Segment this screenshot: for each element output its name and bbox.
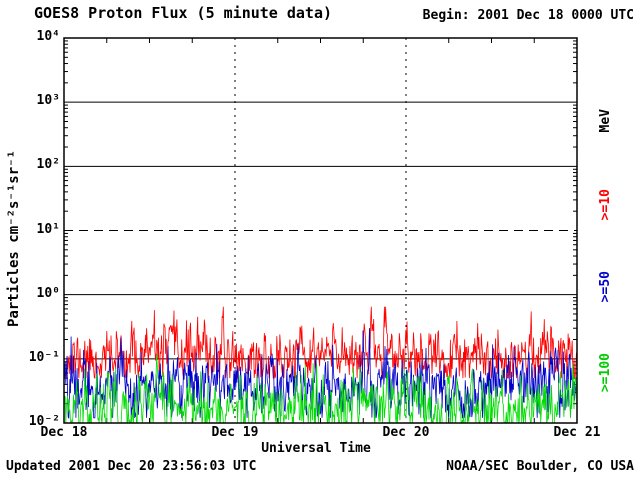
ytick-label: 10² xyxy=(36,157,60,173)
plot-frame xyxy=(63,37,578,424)
ytick-label: 10³ xyxy=(36,93,60,109)
updated-timestamp: Updated 2001 Dec 20 23:56:03 UTC xyxy=(6,459,257,474)
ytick-label: 10⁻² xyxy=(28,414,60,429)
xtick-label: Dec 20 xyxy=(382,425,430,440)
xtick-label: Dec 19 xyxy=(211,425,259,440)
credit-text: NOAA/SEC Boulder, CO USA xyxy=(446,459,634,474)
ytick-label: 10⁻¹ xyxy=(28,349,60,365)
right-axis-label-gte50: >=50 xyxy=(598,271,613,303)
xtick-label: Dec 21 xyxy=(553,425,601,440)
y-axis-label: Particles cm⁻²s⁻¹sr⁻¹ xyxy=(6,150,22,328)
ytick-label: 10⁴ xyxy=(36,29,60,44)
series-line-p_gte_100MeV xyxy=(63,353,578,425)
series-line-p_gte_10MeV xyxy=(63,306,578,380)
right-axis-label-mev: MeV xyxy=(598,109,613,133)
xtick-label: Dec 18 xyxy=(40,425,88,440)
ytick-label: 10¹ xyxy=(36,221,60,237)
x-axis-label: Universal Time xyxy=(261,441,371,456)
begin-timestamp: Begin: 2001 Dec 18 0000 UTC xyxy=(422,8,634,23)
right-axis-label-gte100: >=100 xyxy=(598,353,613,393)
ytick-label: 10⁰ xyxy=(36,285,60,301)
chart-title: GOES8 Proton Flux (5 minute data) xyxy=(34,4,333,22)
right-axis-label-gte10: >=10 xyxy=(598,189,613,221)
